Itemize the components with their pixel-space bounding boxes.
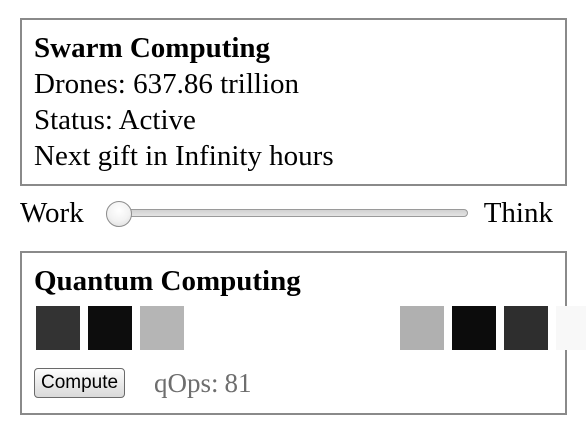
work-think-slider-thumb[interactable] (106, 201, 132, 227)
qbit-square (504, 306, 548, 350)
qbit-square (452, 306, 496, 350)
work-think-slider-track[interactable] (120, 209, 468, 217)
qbit-square (88, 306, 132, 350)
qops-value: 81 (224, 368, 252, 398)
qbit-square (140, 306, 184, 350)
swarm-title: Swarm Computing (34, 32, 271, 64)
next-gift-timer: Next gift in Infinity hours (34, 140, 334, 172)
qops-label: qOps: (154, 368, 219, 398)
qbit-square (296, 306, 340, 350)
qbit-square (556, 306, 586, 350)
think-label: Think (483, 197, 553, 229)
qbit-square (192, 306, 236, 350)
qbit-square (244, 306, 288, 350)
qbit-square (348, 306, 392, 350)
work-label: Work (20, 197, 84, 229)
quantum-title: Quantum Computing (34, 265, 301, 297)
swarm-computing-panel: Swarm Computing Drones: 637.86 trillion … (20, 18, 567, 186)
swarm-status: Status: Active (34, 104, 196, 136)
qops-readout: qOps: 81 (154, 366, 252, 400)
qbit-square (400, 306, 444, 350)
work-think-slider-row: Work Think (20, 194, 567, 234)
drones-count: Drones: 637.86 trillion (34, 68, 300, 100)
qbit-square (36, 306, 80, 350)
compute-button[interactable]: Compute (34, 368, 126, 398)
quantum-computing-panel: Quantum Computing Compute qOps: 81 (20, 251, 586, 415)
